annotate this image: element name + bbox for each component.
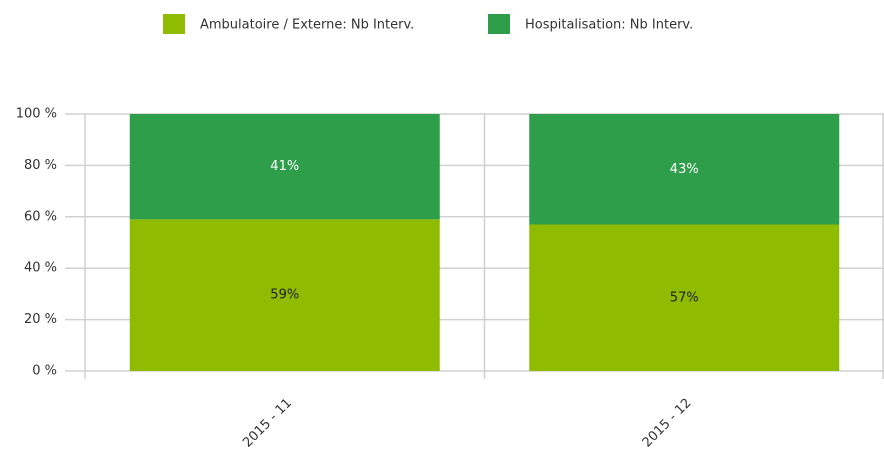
value-label: 43% (670, 162, 699, 177)
bar-segment (529, 224, 840, 371)
x-tick-label: 2015 - 11 (240, 396, 295, 451)
y-tick-label: 100 % (16, 107, 57, 122)
bar-segment (529, 114, 840, 225)
y-tick-label: 0 % (32, 364, 57, 379)
legend-swatch (163, 14, 185, 34)
y-tick-label: 40 % (24, 261, 57, 276)
x-tick-label: 2015 - 12 (640, 396, 695, 451)
legend-label: Ambulatoire / Externe: Nb Interv. (200, 18, 414, 33)
legend-swatch (488, 14, 510, 34)
y-tick-label: 60 % (24, 209, 57, 224)
value-label: 59% (270, 288, 299, 303)
bar-segment (129, 219, 440, 371)
legend-label: Hospitalisation: Nb Interv. (525, 18, 693, 33)
value-label: 41% (270, 159, 299, 174)
y-tick-label: 80 % (24, 158, 57, 173)
bar-segment (129, 114, 440, 220)
y-tick-label: 20 % (24, 312, 57, 327)
value-label: 57% (670, 290, 699, 305)
